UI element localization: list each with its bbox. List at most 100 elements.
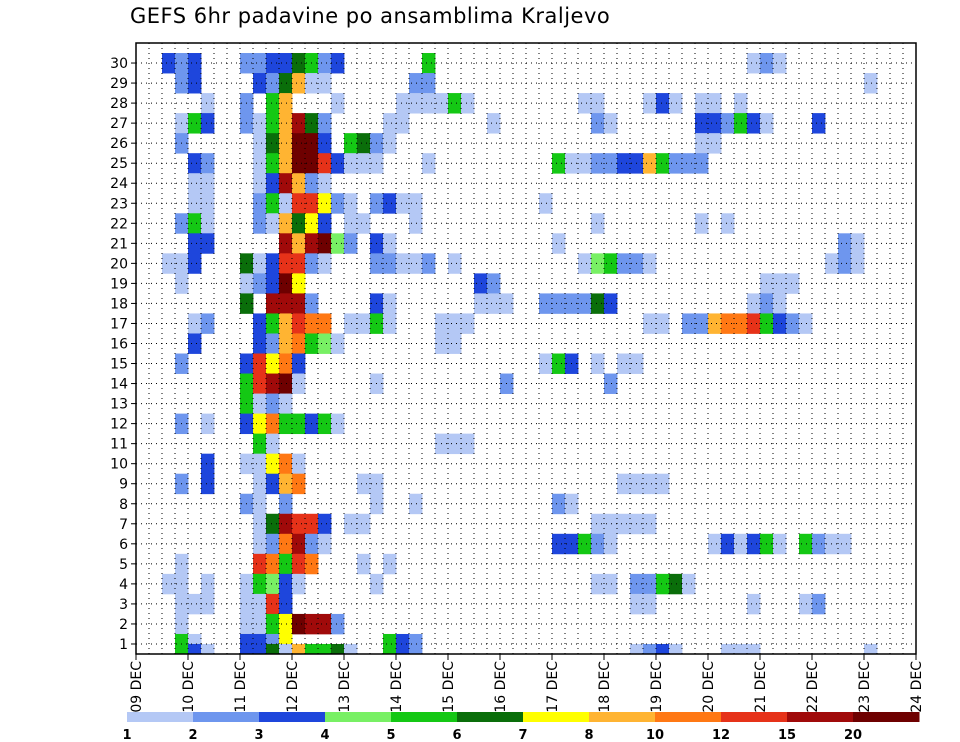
heatmap-cell (292, 533, 306, 555)
heatmap-cell (539, 293, 553, 314)
heatmap-cell (266, 453, 280, 475)
y-tick-label: 5 (119, 557, 128, 573)
y-tick-label: 19 (110, 276, 128, 292)
heatmap-cell (331, 53, 345, 74)
y-tick-label: 24 (110, 176, 128, 192)
heatmap-cell (409, 493, 423, 515)
heatmap-cell (604, 533, 618, 555)
heatmap-cell (279, 113, 293, 134)
heatmap-cell (383, 253, 397, 274)
heatmap-cell (721, 313, 735, 334)
heatmap-cell (292, 613, 306, 635)
x-tick-label: 17 DEC (545, 661, 561, 713)
x-tick-label: 15 DEC (441, 661, 457, 713)
heatmap-cell (773, 293, 787, 314)
heatmap-cell (279, 573, 293, 595)
y-tick-label: 26 (110, 136, 128, 152)
x-tick-label: 23 DEC (857, 661, 873, 713)
heatmap-cell (604, 113, 618, 134)
x-axis: 09 DEC 10 DEC 11 DEC 12 DEC 13 DEC 14 DEC 15 D… (129, 654, 925, 713)
y-tick-label: 22 (110, 216, 128, 232)
heatmap-cell (188, 193, 202, 214)
heatmap-cell (552, 493, 566, 515)
heatmap-cell (253, 613, 267, 635)
heatmap-cell (318, 513, 332, 535)
heatmap-cell (292, 413, 306, 435)
heatmap-cell (318, 133, 332, 154)
heatmap-cell (773, 313, 787, 334)
x-tick-label: 14 DEC (389, 661, 405, 713)
heatmap-cell (656, 153, 670, 174)
heatmap-cell (461, 433, 475, 455)
heatmap-cell (591, 93, 605, 114)
heatmap-cell (201, 173, 215, 194)
y-tick-label: 29 (110, 76, 128, 92)
heatmap-cell (266, 253, 280, 274)
heatmap-cell (266, 513, 280, 535)
heatmap-cell (617, 153, 631, 174)
heatmap-cell (812, 113, 826, 134)
heatmap-cell (344, 313, 358, 334)
heatmap-cell (292, 213, 306, 234)
heatmap-cell (292, 573, 306, 595)
heatmap-cell (188, 313, 202, 334)
heatmap-cell (318, 413, 332, 435)
x-tick-label: 22 DEC (805, 661, 821, 713)
heatmap-cell (201, 193, 215, 214)
heatmap-cell (617, 253, 631, 274)
heatmap-cell (318, 533, 332, 555)
heatmap-cell (708, 133, 722, 154)
heatmap-cell (279, 93, 293, 114)
heatmap-cell (409, 73, 423, 94)
heatmap-cell (266, 93, 280, 114)
heatmap-cell (643, 513, 657, 535)
heatmap-cell (201, 233, 215, 254)
heatmap-cell (318, 153, 332, 174)
heatmap-cell (643, 473, 657, 495)
chart-title: GEFS 6hr padavine po ansamblima Kraljevo (130, 4, 611, 28)
heatmap-cell (643, 313, 657, 334)
heatmap-cell (734, 113, 748, 134)
heatmap-cell (409, 253, 423, 274)
y-tick-label: 14 (110, 377, 128, 393)
heatmap-cell (279, 593, 293, 615)
legend-label: 15 (778, 728, 796, 742)
heatmap-cell (461, 93, 475, 114)
heatmap-cell (799, 593, 813, 615)
heatmap-cell (747, 113, 761, 134)
heatmap-cell (656, 93, 670, 114)
heatmap-cell (253, 253, 267, 274)
heatmap-cell (253, 53, 267, 74)
y-tick-label: 27 (110, 116, 128, 132)
heatmap-cell (487, 113, 501, 134)
heatmap-cell (539, 353, 553, 374)
heatmap-cell (201, 453, 215, 475)
heatmap-cell (591, 253, 605, 274)
y-tick-label: 15 (110, 357, 128, 373)
heatmap-cell (773, 533, 787, 555)
heatmap-cell (279, 373, 293, 394)
heatmap-cell (357, 513, 371, 535)
heatmap-cell (604, 153, 618, 174)
heatmap-cell (266, 333, 280, 354)
heatmap-cell (344, 193, 358, 214)
heatmap-cell (266, 473, 280, 495)
y-tick-label: 4 (119, 577, 128, 593)
heatmap-cell (422, 153, 436, 174)
heatmap-cell (591, 353, 605, 374)
heatmap-cell (162, 253, 176, 274)
x-tick-label: 12 DEC (285, 661, 301, 713)
heatmap-cell (422, 73, 436, 94)
heatmap-cell (578, 293, 592, 314)
heatmap-cell (552, 233, 566, 254)
heatmap-cell (318, 643, 332, 655)
heatmap-cell (357, 313, 371, 334)
heatmap-cell (331, 153, 345, 174)
heatmap-cell (253, 453, 267, 475)
heatmap-cell (279, 353, 293, 374)
x-tick-label: 09 DEC (129, 661, 145, 713)
heatmap-cell (279, 273, 293, 294)
heatmap-cell (188, 233, 202, 254)
heatmap-cell (838, 533, 852, 555)
heatmap-cell (201, 113, 215, 134)
